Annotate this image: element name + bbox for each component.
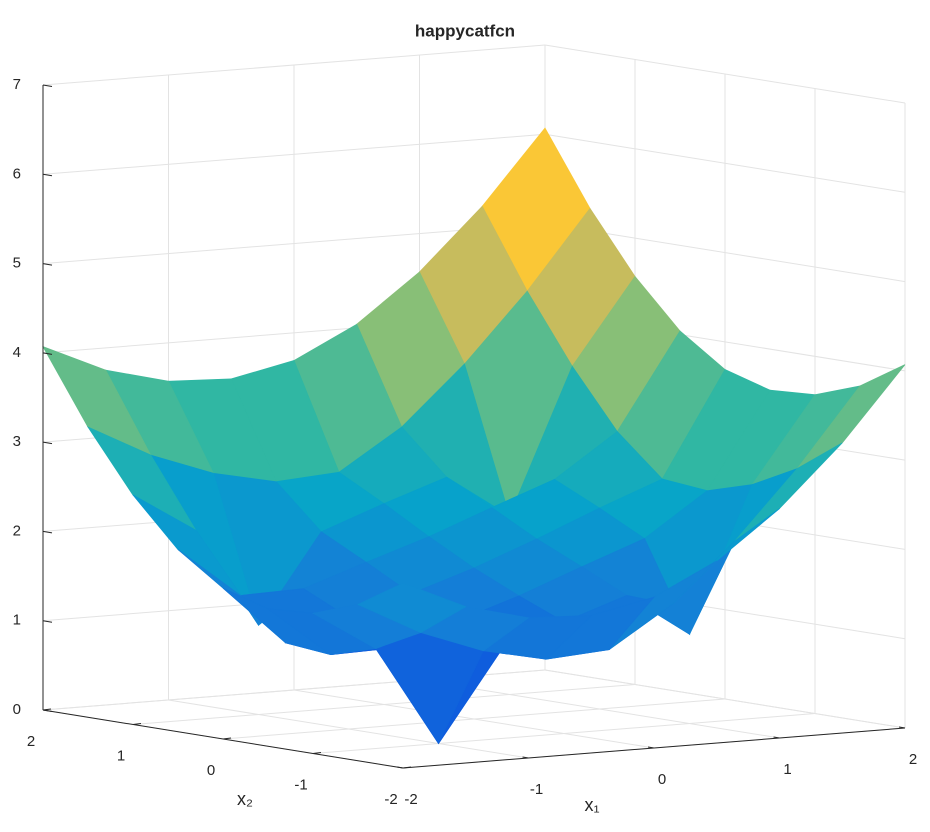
x-tick-label: -1	[530, 781, 543, 798]
grid-line	[544, 669, 906, 729]
y-tick	[402, 766, 412, 769]
x-tick-label: -2	[404, 791, 417, 808]
y-tick	[132, 723, 142, 725]
y-tick-label: 0	[207, 762, 215, 779]
axes: 0 1 2 3 4 5 6 7 -2 -1 0 1 2 -2 -1 0 1 2	[13, 76, 918, 808]
y-tick-label: 1	[117, 747, 125, 764]
z-tick-label: 3	[13, 433, 21, 450]
x-tick-label: 2	[909, 751, 917, 768]
z-tick-label: 7	[13, 76, 21, 93]
z-tick-label: 1	[13, 612, 21, 629]
chart-title: happycatfcn	[415, 21, 515, 40]
x-tick	[898, 726, 906, 729]
z-tick	[42, 173, 53, 177]
z-tick	[42, 530, 53, 534]
x-tick	[522, 756, 529, 759]
z-tick-label: 0	[13, 701, 21, 718]
x-tick	[773, 736, 780, 739]
z-tick	[42, 620, 53, 623]
x-tick-label: 1	[783, 761, 791, 778]
y-tick-label: 2	[27, 733, 35, 750]
z-tick-label: 5	[13, 255, 21, 272]
surface	[42, 127, 906, 745]
z-tick	[42, 441, 53, 445]
y-tick	[312, 752, 322, 754]
surface-patch	[357, 582, 467, 633]
grid-line	[544, 133, 906, 193]
grid-line	[132, 684, 636, 725]
x-tick	[647, 746, 655, 749]
y-tick-label: -2	[384, 791, 397, 808]
grid-line	[42, 44, 546, 86]
z-tick	[42, 84, 53, 87]
y-tick	[42, 708, 52, 711]
z-tick-label: 2	[13, 522, 21, 539]
x-tick	[396, 766, 404, 769]
grid-line	[312, 713, 816, 754]
grid-line	[544, 44, 906, 104]
grid-line	[42, 133, 546, 175]
x-axis-label: x₁	[584, 795, 599, 815]
z-tick-label: 4	[13, 344, 21, 361]
z-tick	[42, 352, 53, 355]
y-tick	[222, 737, 232, 740]
grid-line	[222, 698, 726, 740]
x-tick-label: 0	[658, 771, 666, 788]
z-tick	[42, 263, 53, 266]
y-axis-label: x₂	[237, 789, 253, 809]
y-tick-label: -1	[294, 776, 307, 793]
z-tick-label: 6	[13, 165, 21, 182]
